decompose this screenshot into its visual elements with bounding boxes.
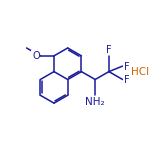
Text: O: O xyxy=(32,51,40,61)
Text: F: F xyxy=(124,62,129,72)
Text: O: O xyxy=(32,51,40,61)
Text: F: F xyxy=(124,74,129,85)
Text: F: F xyxy=(106,45,112,55)
Text: HCl: HCl xyxy=(131,67,149,77)
Text: NH₂: NH₂ xyxy=(85,97,105,107)
